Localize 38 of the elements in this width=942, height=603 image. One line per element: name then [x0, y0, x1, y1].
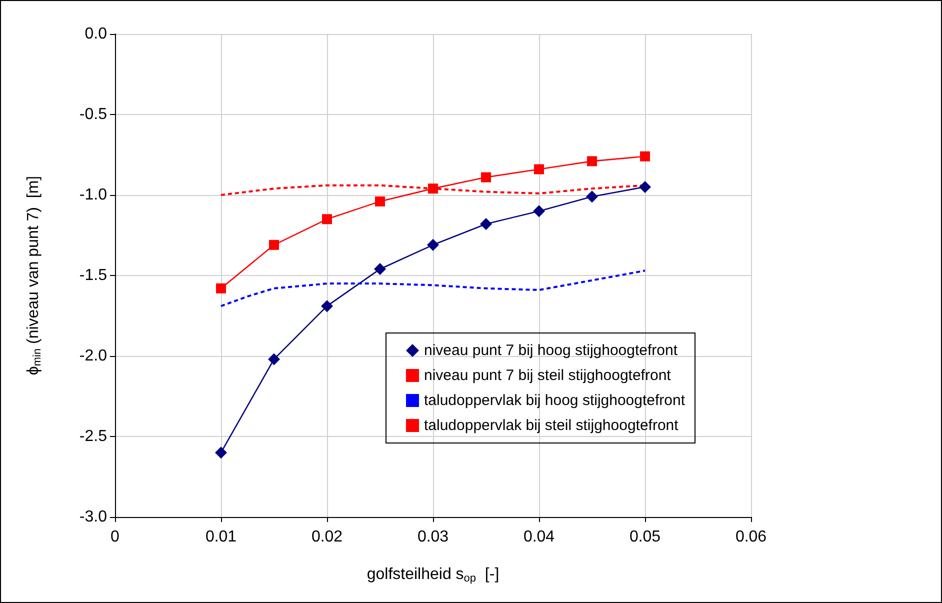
y-tick-label: -3.0	[79, 508, 108, 526]
line-series	[220, 270, 646, 308]
x-tick-label: 0.02	[311, 528, 343, 546]
x-tick-label: 0.03	[417, 528, 449, 546]
point	[374, 263, 386, 276]
point	[215, 446, 227, 459]
point	[268, 353, 280, 366]
x-tick-label: 0.06	[735, 528, 767, 546]
y-tick-label: 0.0	[84, 26, 108, 42]
point	[322, 214, 332, 224]
point	[481, 172, 491, 182]
x-tick-label: 0	[110, 528, 120, 546]
y-tick-label: -1.5	[79, 267, 108, 284]
y-tick-label: -2.0	[79, 348, 108, 364]
legend-label: taludoppervlak bij steil stijghoogtefront	[424, 417, 680, 434]
point	[640, 151, 650, 162]
point	[533, 205, 545, 218]
point	[586, 190, 598, 203]
point	[639, 180, 651, 193]
point	[428, 184, 438, 194]
y-tick-label: -1.0	[79, 186, 108, 204]
point	[534, 164, 544, 174]
point	[216, 283, 226, 294]
point	[427, 238, 439, 251]
x-tick-label: 0.01	[205, 528, 237, 546]
point	[269, 240, 279, 250]
point	[375, 196, 385, 206]
y-tick-label: -2.5	[79, 428, 108, 445]
point	[480, 218, 492, 230]
point	[587, 156, 597, 166]
legend-label: niveau punt 7 bij steil stijghoogtefront	[424, 367, 672, 384]
x-tick-label: 0.04	[523, 528, 555, 546]
legend-label: niveau punt 7 bij hoog stijghoogtefront	[424, 342, 678, 359]
x-tick-label: 0.05	[629, 528, 661, 546]
y-axis-title: ϕmin (niveau van punt 7) [m]	[25, 176, 44, 376]
y-tick-label: -0.5	[79, 106, 108, 123]
legend-label: taludoppervlak bij hoog stijghoogtefront	[424, 392, 686, 409]
point	[321, 300, 333, 312]
